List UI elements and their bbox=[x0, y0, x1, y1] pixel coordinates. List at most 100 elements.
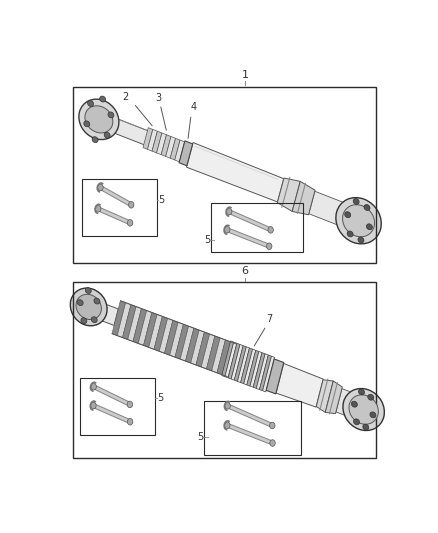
Ellipse shape bbox=[88, 101, 94, 107]
Polygon shape bbox=[266, 359, 284, 394]
Text: 5: 5 bbox=[197, 432, 203, 442]
Text: 4: 4 bbox=[191, 102, 197, 112]
Polygon shape bbox=[277, 178, 300, 212]
Polygon shape bbox=[228, 343, 240, 379]
Polygon shape bbox=[234, 345, 246, 382]
Text: 5: 5 bbox=[157, 393, 163, 403]
Ellipse shape bbox=[91, 317, 97, 322]
Polygon shape bbox=[128, 306, 141, 342]
Polygon shape bbox=[217, 340, 231, 375]
Circle shape bbox=[225, 422, 230, 429]
Polygon shape bbox=[149, 314, 162, 349]
Polygon shape bbox=[225, 342, 237, 378]
Circle shape bbox=[266, 243, 272, 249]
Ellipse shape bbox=[70, 288, 107, 326]
Ellipse shape bbox=[79, 99, 119, 140]
Text: 6: 6 bbox=[241, 266, 248, 276]
Polygon shape bbox=[170, 138, 180, 160]
Ellipse shape bbox=[367, 224, 372, 230]
Text: 3: 3 bbox=[155, 93, 162, 103]
Polygon shape bbox=[206, 336, 220, 371]
Ellipse shape bbox=[104, 132, 110, 138]
Polygon shape bbox=[201, 334, 215, 369]
Circle shape bbox=[268, 227, 273, 233]
Ellipse shape bbox=[81, 318, 87, 324]
Circle shape bbox=[91, 383, 96, 390]
Circle shape bbox=[127, 401, 133, 408]
Ellipse shape bbox=[370, 412, 376, 418]
Ellipse shape bbox=[76, 294, 101, 320]
Polygon shape bbox=[175, 140, 185, 161]
Polygon shape bbox=[247, 350, 259, 386]
Polygon shape bbox=[240, 348, 253, 384]
Polygon shape bbox=[159, 318, 173, 353]
Polygon shape bbox=[191, 330, 205, 365]
Ellipse shape bbox=[84, 121, 90, 127]
Polygon shape bbox=[180, 326, 194, 361]
Polygon shape bbox=[148, 130, 157, 151]
Circle shape bbox=[269, 422, 275, 429]
Text: 2: 2 bbox=[122, 92, 128, 102]
Ellipse shape bbox=[94, 298, 100, 304]
Polygon shape bbox=[222, 341, 234, 377]
Polygon shape bbox=[133, 309, 147, 343]
Ellipse shape bbox=[85, 106, 113, 133]
Polygon shape bbox=[237, 347, 250, 383]
Ellipse shape bbox=[349, 395, 378, 424]
Polygon shape bbox=[112, 301, 126, 336]
Circle shape bbox=[225, 402, 230, 409]
Polygon shape bbox=[292, 181, 315, 215]
Ellipse shape bbox=[336, 198, 381, 244]
Ellipse shape bbox=[345, 212, 351, 217]
Ellipse shape bbox=[353, 198, 359, 205]
Ellipse shape bbox=[353, 419, 360, 425]
Polygon shape bbox=[95, 302, 118, 326]
Polygon shape bbox=[263, 356, 275, 392]
Circle shape bbox=[127, 220, 133, 226]
Ellipse shape bbox=[368, 394, 374, 400]
Ellipse shape bbox=[364, 205, 370, 211]
Polygon shape bbox=[222, 342, 236, 377]
Ellipse shape bbox=[358, 389, 364, 395]
Polygon shape bbox=[309, 191, 351, 228]
Polygon shape bbox=[196, 332, 210, 367]
Ellipse shape bbox=[347, 231, 353, 237]
Circle shape bbox=[225, 227, 230, 233]
Polygon shape bbox=[143, 127, 153, 149]
Polygon shape bbox=[170, 322, 184, 357]
Polygon shape bbox=[325, 381, 343, 414]
Text: 7: 7 bbox=[266, 314, 272, 325]
Text: 1: 1 bbox=[241, 69, 248, 79]
Ellipse shape bbox=[343, 389, 385, 431]
Text: 5: 5 bbox=[158, 195, 165, 205]
Polygon shape bbox=[157, 133, 166, 155]
Circle shape bbox=[91, 402, 96, 409]
Ellipse shape bbox=[85, 288, 91, 294]
Polygon shape bbox=[144, 312, 157, 348]
Ellipse shape bbox=[351, 401, 357, 407]
Polygon shape bbox=[165, 320, 178, 355]
Polygon shape bbox=[244, 349, 256, 385]
Polygon shape bbox=[154, 317, 168, 351]
Polygon shape bbox=[179, 141, 193, 166]
Ellipse shape bbox=[343, 205, 374, 237]
Ellipse shape bbox=[358, 237, 364, 243]
Polygon shape bbox=[152, 131, 162, 153]
Circle shape bbox=[98, 184, 103, 191]
Polygon shape bbox=[316, 380, 333, 413]
Polygon shape bbox=[250, 351, 262, 387]
Polygon shape bbox=[185, 328, 199, 363]
Text: 5: 5 bbox=[204, 235, 210, 245]
Ellipse shape bbox=[92, 136, 98, 143]
Circle shape bbox=[127, 418, 133, 425]
Polygon shape bbox=[105, 115, 158, 149]
Ellipse shape bbox=[100, 96, 106, 102]
Ellipse shape bbox=[108, 112, 114, 118]
Ellipse shape bbox=[77, 300, 83, 305]
Polygon shape bbox=[138, 311, 152, 345]
Ellipse shape bbox=[363, 424, 369, 430]
Polygon shape bbox=[253, 353, 265, 389]
Polygon shape bbox=[175, 324, 189, 359]
Circle shape bbox=[95, 206, 101, 212]
Polygon shape bbox=[336, 389, 358, 418]
